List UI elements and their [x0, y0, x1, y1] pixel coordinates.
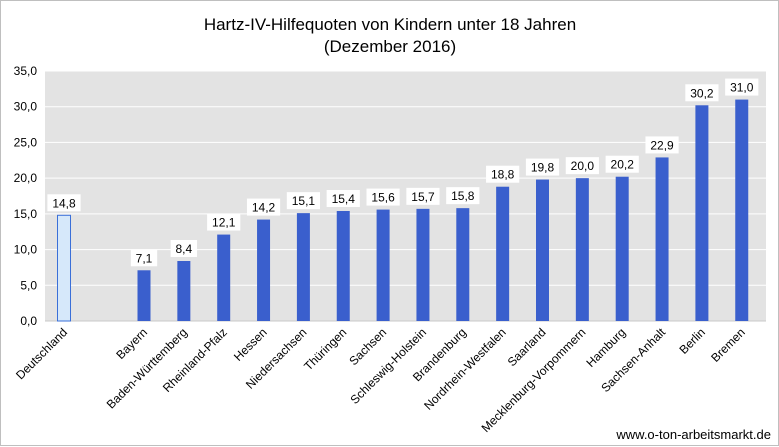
bar-sachsen-anhalt	[655, 157, 669, 321]
plot-area	[45, 71, 766, 321]
data-label-box	[47, 194, 81, 212]
category-label: Hessen	[231, 325, 270, 364]
gridlines	[45, 70, 766, 322]
y-tick-label: 20,0	[14, 171, 38, 185]
data-label: 19,8	[531, 161, 555, 175]
category-label: Bayern	[113, 325, 150, 362]
bar-bayern	[137, 270, 151, 321]
bar-berlin	[695, 105, 709, 322]
bar-niedersachsen	[296, 213, 310, 321]
data-label: 15,8	[451, 189, 475, 203]
data-label: 15,6	[371, 191, 395, 205]
data-label-box	[605, 155, 639, 173]
data-label-box	[286, 192, 320, 210]
data-label-box	[130, 249, 158, 267]
y-tick-label: 10,0	[14, 243, 38, 257]
y-tick-label: 35,0	[14, 64, 38, 78]
bar-deutschland	[57, 214, 71, 322]
bar-thüringen	[336, 211, 350, 321]
bar-nordrhein-westfalen	[496, 186, 510, 321]
y-tick-label: 30,0	[14, 100, 38, 114]
y-tick-label: 25,0	[14, 135, 38, 149]
bar-brandenburg	[456, 208, 470, 321]
y-tick-label: 0,0	[20, 314, 37, 328]
category-label: Deutschland	[13, 325, 70, 382]
data-label: 20,2	[611, 158, 635, 172]
data-label-box	[725, 78, 759, 96]
bar-baden-württemberg	[177, 261, 191, 321]
data-label: 20,0	[571, 159, 595, 173]
data-label-box	[326, 190, 360, 207]
bar-schleswig-holstein	[416, 208, 430, 321]
data-label: 18,8	[491, 168, 515, 182]
bar-saarland	[536, 179, 549, 321]
data-label-box	[525, 158, 560, 176]
data-label-box	[565, 157, 599, 175]
data-label-box	[207, 213, 241, 231]
category-label: Bremen	[708, 325, 748, 365]
data-label: 31,0	[730, 81, 754, 95]
y-tick-label: 15,0	[14, 207, 38, 221]
chart-subtitle: (Dezember 2016)	[324, 37, 456, 56]
data-label-box	[645, 136, 679, 154]
data-label-box	[685, 84, 719, 102]
y-tick-label: 5,0	[20, 278, 37, 292]
y-axis-ticks: 0,0 5,0 10,0 15,0 20,0 25,0 30,0 35,0	[14, 64, 38, 328]
bar-bremen	[735, 99, 749, 321]
data-label: 14,8	[52, 196, 76, 210]
x-axis-categories: Deutschland BayernBaden-WürttembergRheinl…	[13, 325, 748, 435]
data-label: 12,1	[212, 216, 236, 230]
data-label: 15,1	[292, 194, 316, 208]
data-label: 15,7	[411, 190, 435, 204]
data-label-box	[246, 198, 281, 216]
data-label-box	[170, 240, 198, 257]
data-label: 22,9	[650, 138, 674, 152]
data-labels: 14,8 7,1 8,4 12,1 14,2 15,1 15,4 15,6 15,7 15,8 18…	[47, 78, 759, 267]
chart-title: Hartz-IV-Hilfequoten von Kindern unter 1…	[204, 15, 576, 34]
data-label: 15,4	[332, 192, 356, 206]
data-label: 8,4	[176, 242, 193, 256]
data-label-box	[446, 187, 480, 205]
data-label: 30,2	[690, 86, 714, 100]
bar-mecklenburg-vorpommern	[575, 178, 589, 321]
category-label: Thüringen	[301, 325, 349, 373]
data-label: 14,2	[252, 201, 276, 215]
source-label: www.o-ton-arbeitsmarkt.de	[615, 427, 771, 442]
data-label-box	[406, 187, 440, 205]
data-label-box	[366, 188, 400, 206]
bar-rheinland-pfalz	[217, 234, 231, 321]
bar-sachsen	[376, 209, 390, 321]
data-label-box	[486, 165, 520, 183]
category-label: Berlin	[676, 325, 708, 357]
category-label: Schleswig-Holstein	[347, 325, 429, 407]
bars	[57, 99, 749, 322]
bar-hessen	[257, 219, 271, 321]
bar-hamburg	[615, 176, 629, 321]
data-label: 7,1	[136, 251, 153, 265]
